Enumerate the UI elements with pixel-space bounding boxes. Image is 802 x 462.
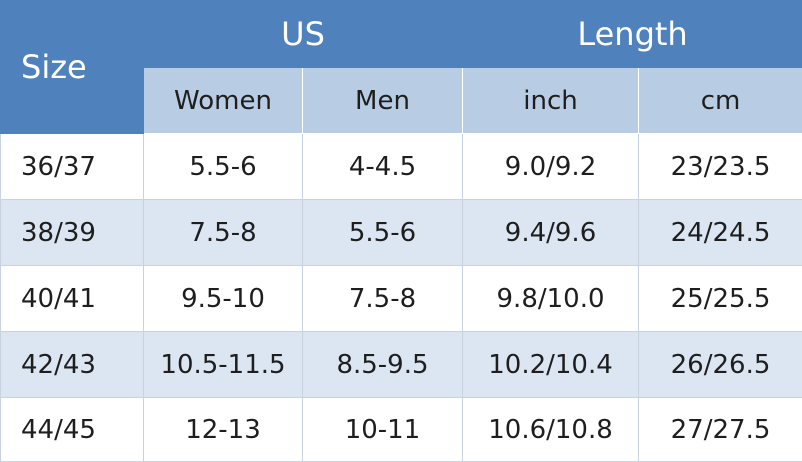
table-cell: 10.5-11.5 bbox=[143, 331, 303, 398]
table-cell: 12-13 bbox=[143, 397, 303, 462]
table-row: 44/45 12-13 10-11 10.6/10.8 27/27.5 bbox=[0, 397, 802, 462]
table-row: 36/37 5.5-6 4-4.5 9.0/9.2 23/23.5 bbox=[0, 133, 802, 200]
table-cell: 36/37 bbox=[0, 133, 144, 200]
table-cell: 9.4/9.6 bbox=[462, 199, 640, 266]
table-cell: 42/43 bbox=[0, 331, 144, 398]
table-cell: 23/23.5 bbox=[638, 133, 802, 200]
table-cell: 26/26.5 bbox=[638, 331, 802, 398]
table-cell: 9.0/9.2 bbox=[462, 133, 640, 200]
header-us: US bbox=[142, 0, 464, 68]
subheader: cm bbox=[638, 67, 802, 134]
subheader: inch bbox=[462, 67, 640, 134]
table-cell: 40/41 bbox=[0, 265, 144, 332]
table-cell: 10.6/10.8 bbox=[462, 397, 640, 462]
table-cell: 5.5-6 bbox=[301, 199, 464, 266]
table-cell: 4-4.5 bbox=[301, 133, 464, 200]
table-cell: 10-11 bbox=[301, 397, 464, 462]
header-length: Length bbox=[462, 0, 802, 68]
table-cell: 7.5-8 bbox=[301, 265, 464, 332]
table-cell: 7.5-8 bbox=[143, 199, 303, 266]
table-row: 38/39 7.5-8 5.5-6 9.4/9.6 24/24.5 bbox=[0, 199, 802, 266]
table-cell: 44/45 bbox=[0, 397, 144, 462]
subheader: Men bbox=[301, 67, 464, 134]
table-body: 36/37 5.5-6 4-4.5 9.0/9.2 23/23.5 38/39 7.5-8 5… bbox=[0, 133, 802, 462]
table-row: 42/43 10.5-11.5 8.5-9.5 10.2/10.4 26/26.5 bbox=[0, 331, 802, 398]
subheader: Women bbox=[143, 67, 303, 134]
table-cell: 9.8/10.0 bbox=[462, 265, 640, 332]
table-cell: 27/27.5 bbox=[638, 397, 802, 462]
table-cell: 24/24.5 bbox=[638, 199, 802, 266]
table-cell: 9.5-10 bbox=[143, 265, 303, 332]
table-cell: 10.2/10.4 bbox=[462, 331, 640, 398]
table-row: 40/41 9.5-10 7.5-8 9.8/10.0 25/25.5 bbox=[0, 265, 802, 332]
header-size: Size bbox=[0, 0, 144, 134]
table-cell: 38/39 bbox=[0, 199, 144, 266]
table-cell: 5.5-6 bbox=[143, 133, 303, 200]
table-cell: 8.5-9.5 bbox=[301, 331, 464, 398]
table-cell: 25/25.5 bbox=[638, 265, 802, 332]
